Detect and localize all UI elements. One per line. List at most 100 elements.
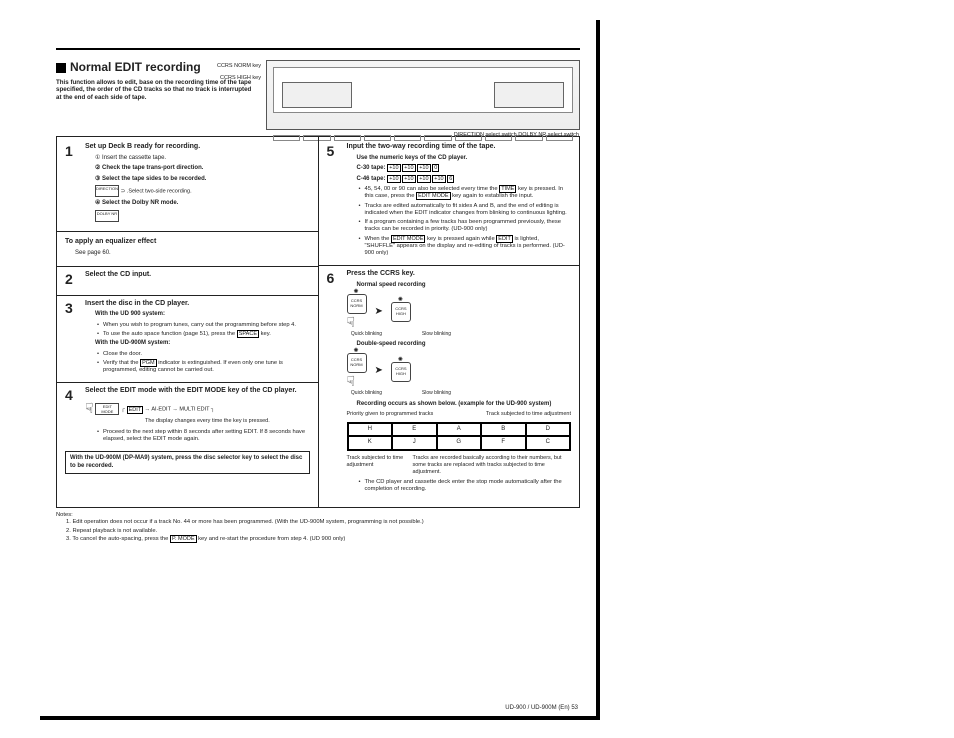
s5-c46: C-46 tape: [357,176,386,182]
note-2: 2. Repeat playback is not available. [56,528,580,535]
cell: A [437,423,482,437]
t: When the [365,236,391,242]
page-footer: UD-900 / UD-900M (En) 53 [505,705,578,713]
step1-head: Set up Deck B ready for recording. [85,143,310,152]
step-1: 1 Set up Deck B ready for recording. ① I… [65,143,310,225]
s3-b-b2-pre: Verify that the [103,360,140,366]
ccrs-high-knob-icon: CCRS HIGH [391,302,411,322]
t: key is pressed again while [425,236,496,242]
edit-seq-rest: → AI-EDIT → MULTI EDIT [143,407,209,413]
edit-mode-key: EDIT MODE [391,235,425,243]
intro-text: This function allows to edit, base on th… [56,79,256,101]
step-5: 5 Input the two-way recording time of th… [327,143,572,259]
divider [57,266,318,267]
pmode-key: P. MODE [170,535,197,543]
slow-blink-label: Slow blinking [417,390,457,396]
top-rule [56,48,580,50]
note-3: 3. To cancel the auto-spacing, press the… [56,536,580,543]
ccrs-norm-knob-icon: CCRS NORM [347,353,367,373]
t: 45, 54, 00 or 90 can also be selected ev… [365,186,500,192]
track-table: H E A B D K J G F C [347,422,572,451]
slow-blink-label: Slow blinking [417,331,457,337]
key: +10 [417,175,430,183]
pgm-key: PGM [140,359,157,367]
right-column: 5 Input the two-way recording time of th… [319,137,580,507]
eq-head: To apply an equalizer effect [65,238,310,247]
double-speed-diagram: CCRS NORM ☟ ➤ CCRS HIGH Quick blinking S… [347,353,572,397]
edit-key: EDIT [496,235,513,243]
key: +10 [432,175,445,183]
key: 6 [447,175,454,183]
divider [57,295,318,296]
t: key and re-start the procedure from step… [197,536,346,542]
t: key again to establish the input. [451,193,534,199]
ccrs-high-label: CCRS HIGH key [189,75,261,82]
deck-figure: CCRS NORM key CCRS HIGH key DIRECTION se… [266,60,580,130]
notes-section: Notes: 1. Edit operation does not occur … [56,512,580,543]
cell: B [481,423,526,437]
quick-blink-label: Quick blinking [347,390,387,396]
s6-occurs: Recording occurs as shown below. (exampl… [357,401,552,407]
divider [57,382,318,383]
direction-switch-icon: DIRECTION [95,185,119,197]
s3-a-b2-pre: To use the auto space function (page 51)… [103,331,237,337]
left-column: 1 Set up Deck B ready for recording. ① I… [57,137,319,507]
ccrs-norm-label: CCRS NORM key [189,63,261,70]
header-row: Normal EDIT recording This function allo… [56,60,580,130]
step-4: 4 Select the EDIT mode with the EDIT MOD… [65,387,310,445]
step-6: 6 Press the CCRS key. Normal speed recor… [327,270,572,495]
s5-use: Use the numeric keys of the CD player. [357,155,468,161]
arrow-icon: ➤ [375,365,383,378]
step3-head: Insert the disc in the CD player. [85,300,310,309]
step-number: 4 [65,387,79,445]
two-columns: 1 Set up Deck B ready for recording. ① I… [56,136,580,508]
ccrs-high-knob-icon: CCRS HIGH [391,362,411,382]
cell: C [526,436,571,450]
finger-press-icon: ☟ [85,400,94,418]
cassette-well-a [282,82,352,108]
subject-label: Track subjected to time adjustment [486,411,571,418]
s3-sysB: With the UD-900M system: [95,340,170,346]
left-footbox: With the UD-900M (DP-MA9) system, press … [65,451,310,474]
s3-b-b1: Close the door. [97,351,310,358]
cell: D [526,423,571,437]
subject2-label: Track subjected to time adjustment [347,455,407,476]
key: 0 [432,164,439,172]
step6-head: Press the CCRS key. [347,270,572,279]
s3-a-b2-post: key. [259,331,271,337]
step1-i3-note: ⊃ .Select two-side recording. [121,189,192,195]
s3-a-b2: To use the auto space function (page 51)… [97,331,310,338]
tracks-note: Tracks are recorded basically according … [413,455,572,476]
dolby-switch-icon: DOLBY NR [95,210,119,222]
key: +10 [387,164,400,172]
finger-press-icon: ☟ [347,373,356,391]
cell: F [481,436,526,450]
s4-b1: Proceed to the next step within 8 second… [97,429,310,443]
t: 3. To cancel the auto-spacing, press the [66,536,170,542]
deck-inner [273,67,573,113]
divider [319,265,580,266]
space-key: SPACE [237,330,259,338]
step4-head: Select the EDIT mode with the EDIT MODE … [85,387,310,396]
s5-b4: When the EDIT MODE key is pressed again … [359,236,572,258]
step1-i4: ④ Select the Dolby NR mode. [95,200,178,206]
s4-seq-note: The display changes every time the key i… [145,418,310,425]
normal-speed-diagram: CCRS NORM ☟ ➤ CCRS HIGH Quick blinking S… [347,294,572,338]
quick-blink-label: Quick blinking [347,331,387,337]
s6-double: Double-speed recording [357,341,426,347]
step5-head: Input the two-way recording time of the … [347,143,572,152]
s5-b2: Tracks are edited automatically to fit s… [359,203,572,217]
s6-normal: Normal speed recording [357,282,426,288]
cell: J [392,436,437,450]
s5-c30: C-30 tape: [357,165,386,171]
edit-seq-key: EDIT [127,406,144,414]
key: +10 [402,175,415,183]
finger-press-icon: ☟ [347,314,356,332]
note-1: 1. Edit operation does not occur if a tr… [56,519,580,526]
step-number: 2 [65,271,79,289]
priority-label: Priority given to programmed tracks [347,411,434,418]
divider [57,231,318,232]
edit-mode-key: EDIT MODE [416,192,450,200]
manual-page: Normal EDIT recording This function allo… [40,20,600,720]
header-left: Normal EDIT recording This function allo… [56,60,256,130]
